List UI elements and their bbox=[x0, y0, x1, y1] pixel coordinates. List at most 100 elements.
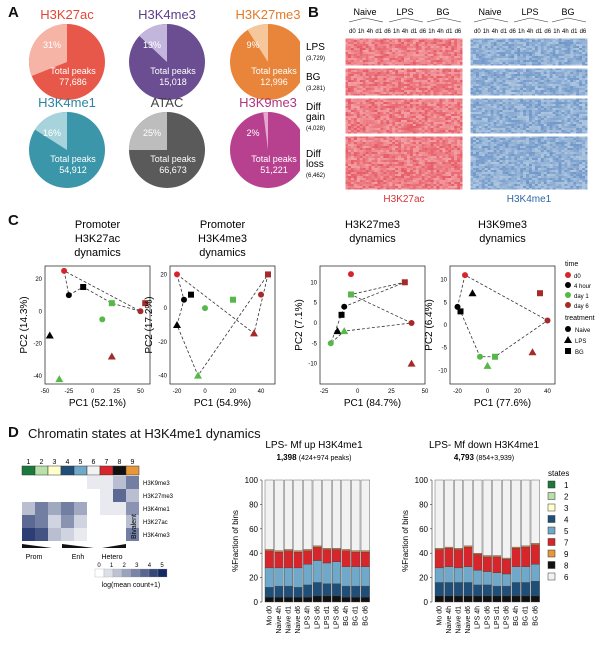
bar-subtitle-0: 1,398 (424+974 peaks) bbox=[277, 453, 352, 462]
pca-point-0-2 bbox=[80, 284, 87, 291]
states-legend-swatch-5 bbox=[547, 526, 556, 535]
emission-cell-0-0 bbox=[22, 476, 35, 489]
bar-seg-1-0-8 bbox=[434, 595, 444, 603]
pca-point-2-3 bbox=[333, 327, 342, 335]
bar-seg-1-8-5 bbox=[511, 566, 521, 583]
bar-seg-0-5-6 bbox=[312, 479, 322, 547]
bar-xtick-1-8: BG 4h bbox=[513, 606, 520, 626]
bar-seg-1-3-5 bbox=[463, 566, 473, 583]
bar-xtick-1-2: Naive d1 bbox=[456, 606, 463, 634]
heat-row-border-h3k4me1-0 bbox=[469, 37, 589, 67]
emission-label-1: Enh bbox=[72, 554, 85, 561]
colorbar-cell-6 bbox=[148, 568, 159, 578]
legend-time-dot-2 bbox=[565, 292, 571, 298]
emission-cell-0-7 bbox=[113, 476, 126, 489]
pca-point-1-0 bbox=[174, 271, 180, 278]
pca-ytick-3-3: 5 bbox=[444, 300, 448, 306]
row-count-2: (4,028) bbox=[306, 126, 325, 132]
tp-h3k4me1-11: d1 bbox=[571, 29, 578, 35]
bar-seg-1-4-7 bbox=[473, 554, 483, 571]
bar-xtick-1-3: Naive d6 bbox=[465, 606, 472, 634]
pie-slice-3 bbox=[34, 112, 67, 150]
emission-cell-4-2 bbox=[48, 528, 61, 541]
bar-ylabel-0: %Fraction of bins bbox=[231, 510, 240, 572]
wedge-hetero bbox=[102, 544, 126, 548]
heat-row-border-h3k27ac-0 bbox=[344, 37, 464, 67]
bar-seg-1-7-4 bbox=[502, 585, 512, 597]
pie-total-label-2: Total peaks bbox=[251, 66, 297, 76]
bar-ytick-0-0: 0 bbox=[254, 598, 259, 607]
emission-cell-3-2 bbox=[48, 515, 61, 528]
heat-row-h3k4me1-1 bbox=[470, 68, 589, 97]
bar-seg-1-1-4 bbox=[444, 582, 454, 597]
bar-seg-0-8-4 bbox=[341, 585, 351, 598]
bar-seg-0-4-8 bbox=[303, 596, 313, 603]
bar-seg-1-4-6 bbox=[473, 479, 483, 554]
pca-point-1-9 bbox=[250, 329, 258, 337]
bar-seg-1-1-7 bbox=[444, 548, 454, 567]
bar-seg-1-3-7 bbox=[463, 546, 473, 567]
bar-seg-1-2-6 bbox=[454, 479, 464, 549]
bar-xtick-1-9: BG d1 bbox=[523, 606, 530, 626]
states-legend-label-5: 5 bbox=[564, 527, 569, 536]
heat-row-h3k4me1-0 bbox=[470, 38, 589, 67]
bar-seg-1-2-5 bbox=[454, 567, 464, 583]
pca-point-0-6 bbox=[108, 300, 115, 307]
emission-cell-4-8 bbox=[126, 528, 139, 541]
states-legend-swatch-7 bbox=[547, 538, 556, 546]
pca-ytick-0-2: 0 bbox=[39, 309, 43, 315]
colorbar-tick-0: 0 bbox=[97, 563, 101, 569]
bar-seg-1-5-5 bbox=[482, 571, 492, 586]
state-color-7 bbox=[112, 465, 127, 476]
colorbar-tick-2: 2 bbox=[123, 563, 127, 569]
bar-seg-1-9-7 bbox=[521, 546, 531, 567]
legend-treatment-title: treatment bbox=[565, 315, 595, 322]
emission-cell-3-3 bbox=[61, 515, 74, 528]
row-label-2-0: Diff bbox=[306, 102, 321, 113]
bar-ytick-0-4: 80 bbox=[249, 500, 258, 509]
emission-cell-1-0 bbox=[22, 489, 35, 502]
pie-total-label-1: Total peaks bbox=[150, 66, 196, 76]
bar-seg-1-2-4 bbox=[454, 582, 464, 597]
tp-h3k27ac-10: 4h bbox=[437, 29, 444, 35]
tp-h3k27ac-4: d6 bbox=[384, 29, 391, 35]
pca-frame-3 bbox=[449, 265, 556, 385]
states-legend-title: states bbox=[548, 469, 569, 478]
bar-seg-0-6-7 bbox=[322, 549, 332, 564]
pca-xtick-2-2: 25 bbox=[388, 389, 395, 395]
bar-xtick-0-3: Naive d6 bbox=[295, 606, 302, 634]
bar-xtick-0-8: BG 4h bbox=[343, 606, 350, 626]
emission-cell-2-1 bbox=[35, 502, 48, 515]
bar-seg-0-5-5 bbox=[312, 560, 322, 583]
tp-h3k27ac-7: d1 bbox=[411, 29, 418, 35]
bar-seg-0-5-8 bbox=[312, 595, 322, 603]
pie-total-1: 15,018 bbox=[159, 77, 187, 87]
bar-seg-0-3-6 bbox=[293, 479, 303, 551]
pca-point-2-1 bbox=[341, 303, 348, 310]
pca-ylabel-1: PC2 (17.2%) bbox=[144, 296, 155, 353]
pca-ytick-2-2: 0 bbox=[314, 321, 318, 327]
heat-row-border-h3k27ac-3 bbox=[344, 135, 464, 191]
pca-point-1-7 bbox=[258, 291, 264, 298]
colorbar-tick-5: 5 bbox=[160, 563, 164, 569]
pca-point-2-6 bbox=[347, 291, 354, 298]
bar-seg-0-2-6 bbox=[284, 479, 294, 550]
pie-slice-1 bbox=[139, 24, 167, 62]
bar-subtitle-1: 4,793 (854+3,939) bbox=[454, 453, 514, 462]
bar-seg-1-5-8 bbox=[482, 595, 492, 603]
pie-slice-0 bbox=[29, 24, 67, 76]
tp-h3k27ac-9: 1h bbox=[428, 29, 435, 35]
pca-ylabel-3: PC2 (6.4%) bbox=[424, 299, 435, 351]
bar-xtick-1-1: Naive 4h bbox=[446, 606, 453, 634]
bar-seg-0-9-4 bbox=[351, 585, 361, 598]
state-number-1: 2 bbox=[40, 459, 44, 466]
bar-seg-0-0-4 bbox=[264, 587, 274, 598]
emission-mark-0: H3K9me3 bbox=[143, 481, 170, 487]
pie-pct-3: 16% bbox=[43, 128, 61, 138]
state-color-0 bbox=[21, 465, 36, 476]
bar-seg-1-9-8 bbox=[521, 595, 531, 603]
pca-point-2-9 bbox=[407, 359, 416, 367]
emission-cell-2-0 bbox=[22, 502, 35, 515]
bar-xtick-0-4: LPS 4h bbox=[305, 606, 312, 629]
pca-point-0-1 bbox=[65, 292, 72, 299]
